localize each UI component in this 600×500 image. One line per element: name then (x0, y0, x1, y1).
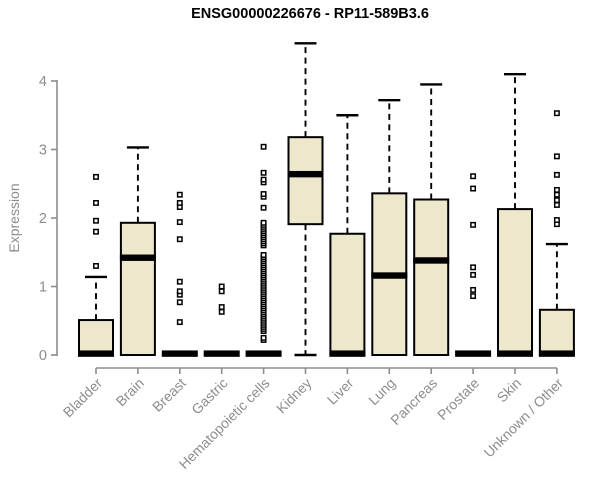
box (78, 319, 114, 357)
outlier-point (553, 153, 560, 160)
median-bar (413, 257, 450, 264)
outlier-point (93, 199, 99, 206)
outlier-point (93, 173, 99, 180)
median-bar (78, 350, 114, 357)
x-tick-label-pancreas: Pancreas (387, 375, 440, 428)
x-tick-label-brain: Brain (113, 375, 147, 409)
outlier-point (218, 304, 225, 311)
median-bar (497, 350, 533, 357)
outlier-point (470, 173, 477, 180)
boxplot-group-brain: Brain (113, 146, 156, 409)
outlier-point (218, 308, 225, 315)
y-tick-label: 0 (39, 348, 47, 364)
box (497, 208, 533, 356)
median-bar (329, 350, 366, 357)
y-tick-label: 2 (39, 211, 47, 227)
median-bar (119, 254, 156, 261)
y-tick-label: 3 (39, 143, 47, 159)
x-tick-label-prostate: Prostate (434, 375, 482, 423)
boxplot-group-skin: Skin (494, 72, 533, 406)
outlier-point (470, 271, 477, 278)
boxplot-group-liver: Liver (324, 114, 366, 408)
outlier-point (176, 299, 183, 306)
outlier-point (470, 264, 477, 271)
box (329, 232, 366, 357)
outlier-point (470, 293, 477, 300)
median-bar (455, 350, 492, 357)
outlier-point (176, 278, 183, 285)
median-bar (203, 350, 240, 357)
median-bar (161, 350, 198, 357)
outlier-point (260, 191, 267, 197)
boxplot-group-lung: Lung (365, 98, 408, 408)
median-bar (287, 170, 324, 178)
outlier-point (93, 263, 99, 269)
boxplot-group-bladder: Bladder (60, 173, 114, 421)
boxplot-group-breast: Breast (149, 191, 198, 415)
x-tick-label-lung: Lung (365, 375, 398, 408)
outlier-point (260, 334, 267, 341)
outlier-point (553, 197, 560, 204)
median-bar (245, 350, 282, 357)
boxplot-group-kidney: Kidney (273, 42, 324, 417)
outlier-point (260, 143, 267, 150)
outlier-point (260, 204, 267, 211)
outlier-point (553, 171, 560, 178)
outlier-point (218, 283, 225, 290)
outlier-point (176, 319, 183, 326)
x-tick-label-skin: Skin (494, 375, 525, 406)
x-tick-label-liver: Liver (324, 375, 357, 408)
median-bar (538, 350, 575, 357)
outlier-point (218, 288, 225, 295)
outlier-point (93, 217, 99, 224)
outlier-point (260, 176, 267, 183)
outlier-point (260, 252, 267, 258)
outlier-point (470, 286, 477, 293)
chart-title: ENSG00000226676 - RP11-589B3.6 (191, 6, 429, 22)
outlier-point (176, 191, 183, 198)
box (287, 136, 324, 226)
x-tick-label-kidney: Kidney (273, 375, 315, 417)
outlier-point (470, 185, 477, 192)
outlier-point (93, 228, 99, 235)
outlier-point (260, 219, 267, 226)
outlier-point (553, 191, 560, 198)
outlier-point (553, 110, 560, 117)
median-bar (371, 272, 408, 279)
x-tick-label-breast: Breast (149, 375, 189, 415)
outlier-point (553, 186, 560, 193)
boxplot-group-hematopoietic-cells: Hematopoietic cells (176, 143, 282, 472)
outlier-point (176, 199, 183, 206)
box (413, 198, 450, 356)
box (119, 221, 156, 356)
outlier-point (553, 217, 560, 224)
outlier-point (553, 202, 560, 208)
outlier-point (470, 221, 477, 228)
box (538, 308, 575, 357)
x-tick-label-unknown-other: Unknown / Other (480, 375, 566, 461)
y-tick-label: 1 (39, 280, 47, 296)
outlier-point (176, 219, 183, 226)
outlier-point (260, 169, 267, 176)
x-tick-label-bladder: Bladder (60, 375, 106, 421)
y-tick-label: 4 (39, 74, 47, 90)
outlier-point (176, 288, 183, 295)
outlier-point (176, 236, 183, 243)
